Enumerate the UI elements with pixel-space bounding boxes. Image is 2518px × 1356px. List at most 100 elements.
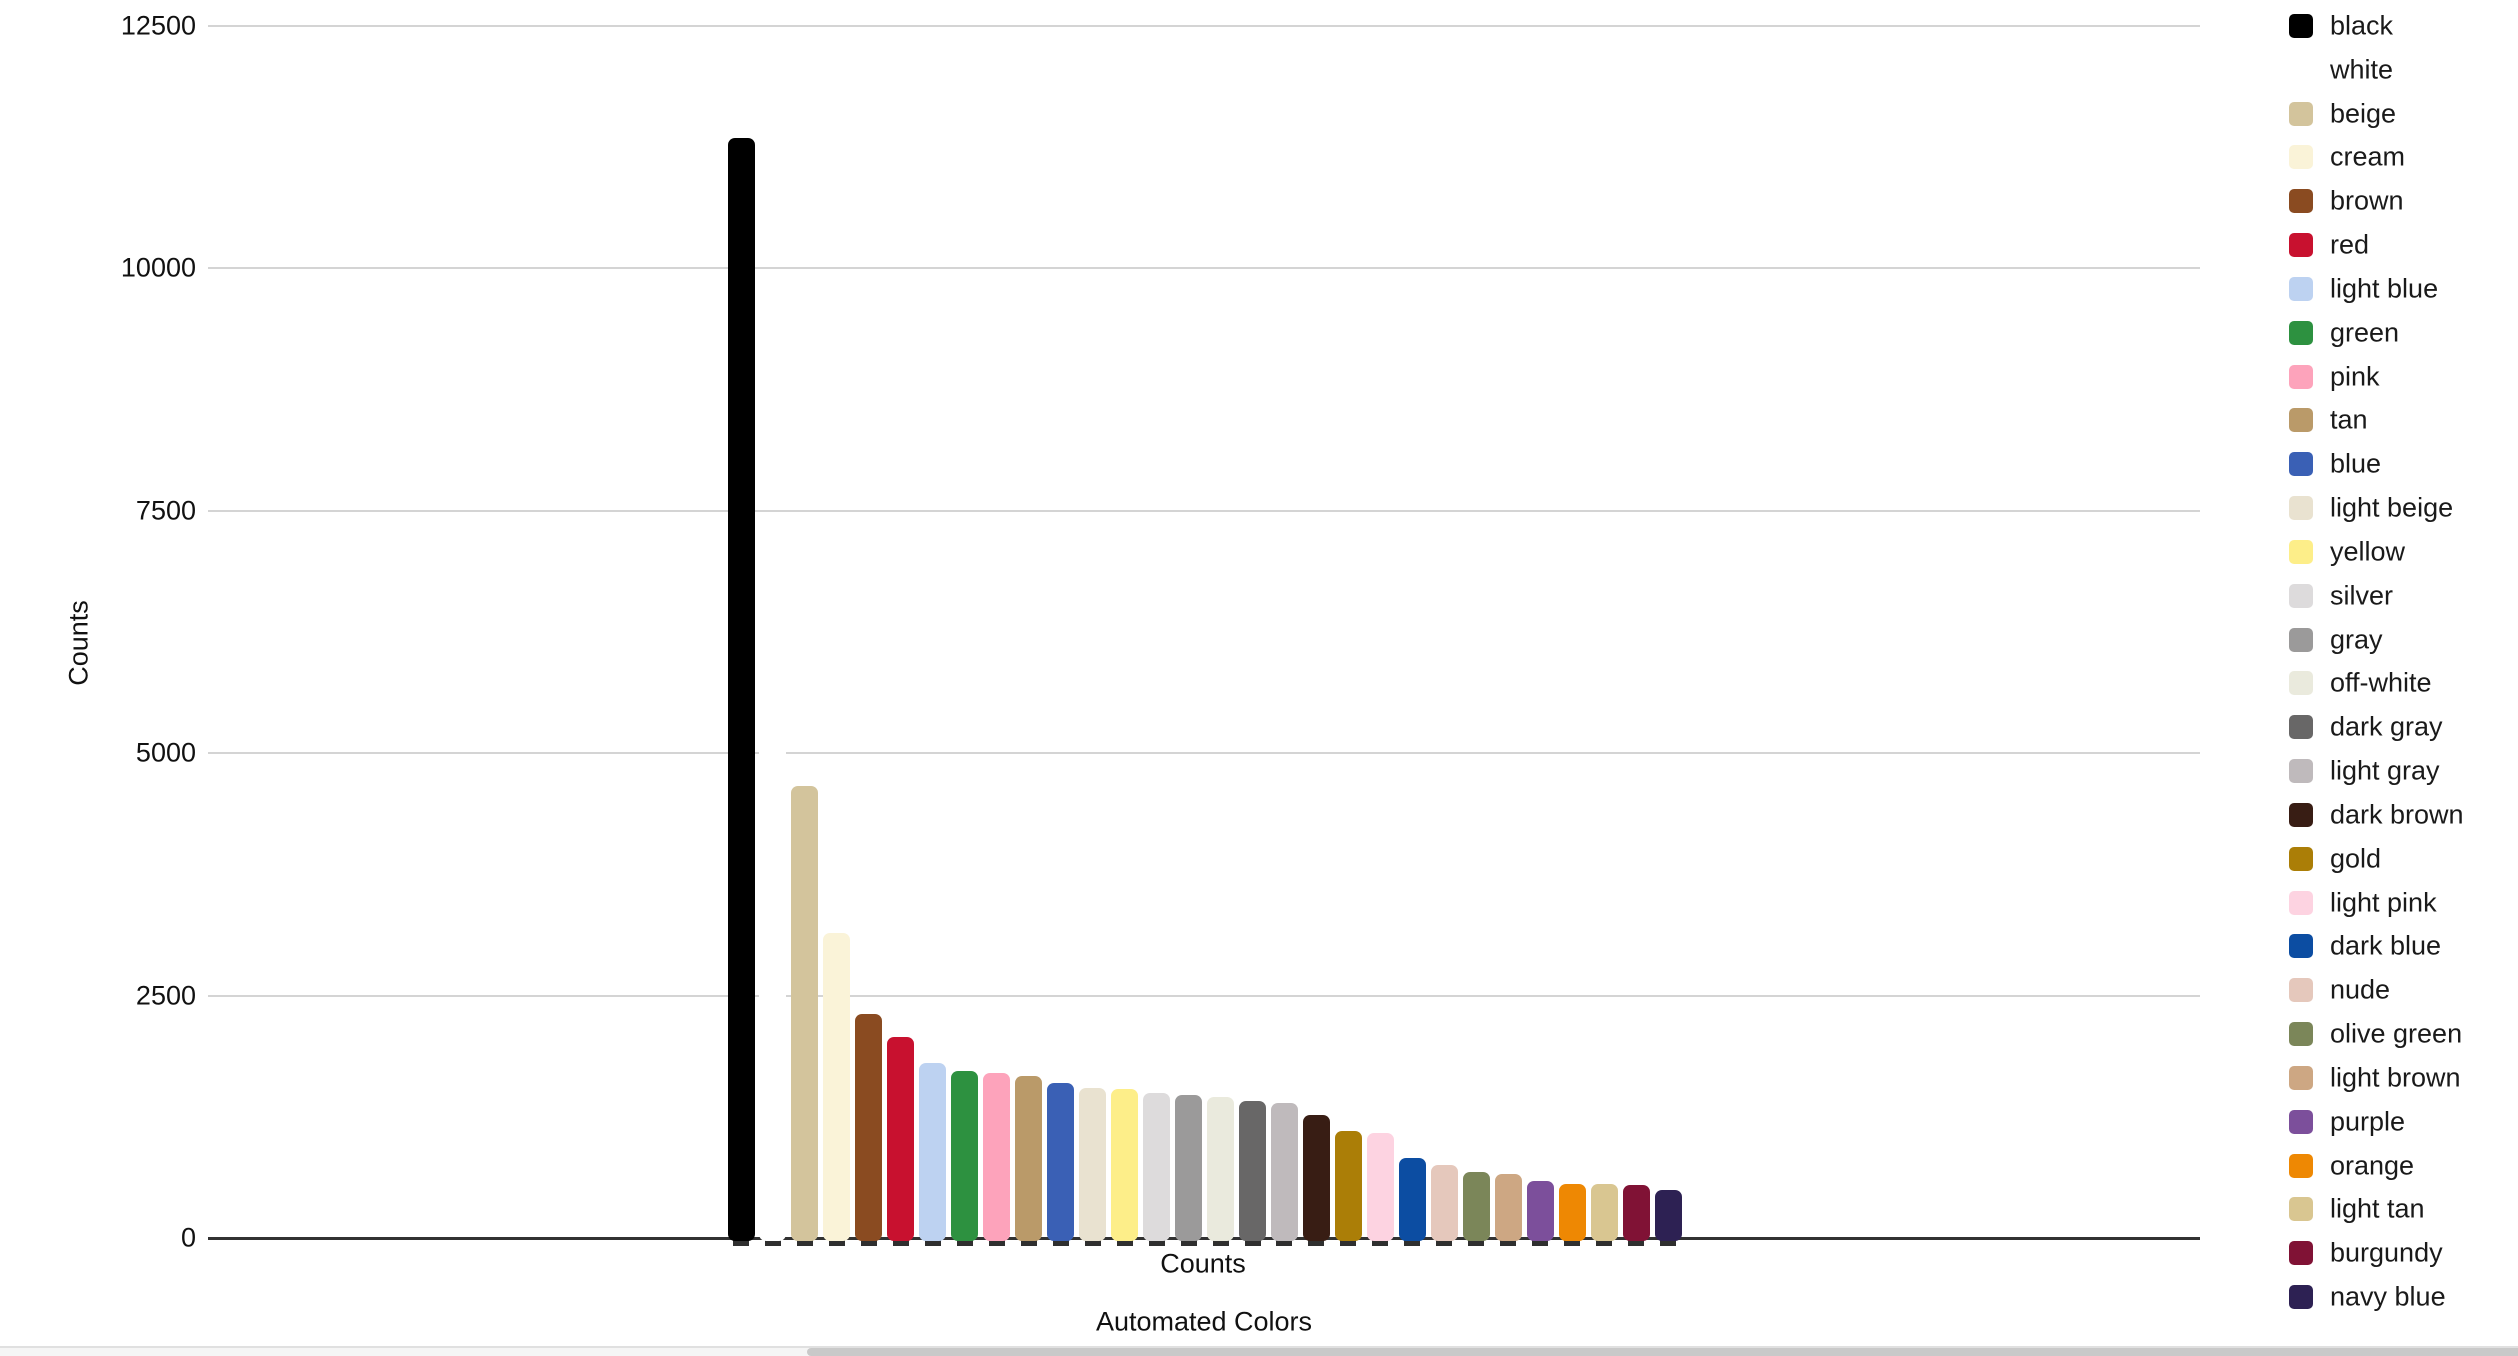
legend-label: light tan bbox=[2330, 1193, 2425, 1224]
bar-red[interactable] bbox=[887, 1036, 915, 1241]
legend-swatch-icon bbox=[2289, 978, 2313, 1003]
bar-off-white[interactable] bbox=[1207, 1096, 1235, 1241]
legend-label: cream bbox=[2330, 141, 2406, 172]
bar-dark-gray[interactable] bbox=[1239, 1100, 1267, 1241]
x-axis-title: Counts bbox=[1160, 1248, 1246, 1279]
bar-light-gray[interactable] bbox=[1270, 1103, 1298, 1241]
legend-swatch-icon bbox=[2289, 934, 2313, 959]
bar-blue[interactable] bbox=[1047, 1082, 1075, 1241]
bar-gray[interactable] bbox=[1175, 1094, 1203, 1241]
legend-swatch-icon bbox=[2289, 364, 2313, 389]
legend-swatch-icon bbox=[2289, 802, 2313, 827]
bar-dark-blue[interactable] bbox=[1398, 1157, 1426, 1241]
bar-cream[interactable] bbox=[823, 932, 851, 1241]
legend-swatch-icon bbox=[2289, 539, 2313, 564]
legend-label: orange bbox=[2330, 1150, 2415, 1181]
bar-gold[interactable] bbox=[1334, 1130, 1362, 1241]
gridline bbox=[208, 994, 2200, 997]
y-tick-label: 10000 bbox=[120, 252, 196, 283]
legend-swatch-icon bbox=[2289, 233, 2313, 258]
gridline bbox=[208, 752, 2200, 755]
legend-swatch-icon bbox=[2289, 496, 2313, 521]
bar-burgundy[interactable] bbox=[1622, 1184, 1650, 1241]
legend-label: light gray bbox=[2330, 755, 2440, 786]
legend-label: blue bbox=[2330, 448, 2382, 479]
bar-nude[interactable] bbox=[1430, 1165, 1458, 1241]
legend-swatch-icon bbox=[2289, 101, 2313, 126]
legend-swatch-icon bbox=[2289, 627, 2313, 652]
bar-dark-brown[interactable] bbox=[1302, 1114, 1330, 1241]
legend-label: dark blue bbox=[2330, 930, 2442, 961]
x-tick-mark bbox=[1020, 1240, 1037, 1246]
bar-olive-green[interactable] bbox=[1462, 1172, 1490, 1241]
bar-light-blue[interactable] bbox=[919, 1062, 947, 1241]
x-tick-mark bbox=[860, 1240, 877, 1246]
x-tick-mark bbox=[1404, 1240, 1421, 1246]
legend-swatch-icon bbox=[2289, 145, 2313, 170]
bar-navy-blue[interactable] bbox=[1654, 1189, 1682, 1241]
y-axis-title: Counts bbox=[63, 600, 94, 686]
y-tick-label: 2500 bbox=[135, 980, 196, 1011]
bar-white[interactable] bbox=[759, 695, 787, 1241]
bar-light-brown[interactable] bbox=[1494, 1173, 1522, 1241]
bar-purple[interactable] bbox=[1526, 1180, 1554, 1241]
horizontal-scrollbar-thumb[interactable] bbox=[807, 1348, 2518, 1356]
legend-label: tan bbox=[2330, 404, 2368, 435]
bar-orange[interactable] bbox=[1558, 1183, 1586, 1241]
gridline bbox=[208, 267, 2200, 270]
legend-swatch-icon bbox=[2289, 320, 2313, 345]
bar-black[interactable] bbox=[727, 137, 755, 1241]
legend-label: white bbox=[2330, 54, 2394, 85]
bar-light-beige[interactable] bbox=[1079, 1087, 1107, 1241]
bar-green[interactable] bbox=[951, 1070, 979, 1241]
legend-label: yellow bbox=[2330, 536, 2406, 567]
x-tick-mark bbox=[1340, 1240, 1357, 1246]
legend-label: nude bbox=[2330, 974, 2391, 1005]
x-tick-mark bbox=[1276, 1240, 1293, 1246]
bar-beige[interactable] bbox=[791, 786, 819, 1241]
legend-swatch-icon bbox=[2289, 890, 2313, 915]
bar-yellow[interactable] bbox=[1111, 1088, 1139, 1241]
legend-label: brown bbox=[2330, 185, 2404, 216]
x-axis-secondary-title: Automated Colors bbox=[1095, 1306, 1313, 1337]
legend-label: purple bbox=[2330, 1106, 2406, 1137]
legend-label: pink bbox=[2330, 361, 2380, 392]
bar-brown[interactable] bbox=[855, 1014, 883, 1241]
bar-light-pink[interactable] bbox=[1366, 1132, 1394, 1241]
x-tick-mark bbox=[1500, 1240, 1517, 1246]
x-tick-mark bbox=[1660, 1240, 1677, 1246]
legend-label: navy blue bbox=[2330, 1281, 2446, 1312]
x-tick-mark bbox=[733, 1240, 749, 1246]
legend-swatch-icon bbox=[2289, 1241, 2313, 1266]
legend-swatch-icon bbox=[2289, 759, 2313, 784]
x-tick-mark bbox=[1116, 1240, 1133, 1246]
bar-tan[interactable] bbox=[1015, 1076, 1043, 1241]
bar-silver[interactable] bbox=[1143, 1093, 1171, 1241]
x-tick-mark bbox=[1212, 1240, 1229, 1246]
x-tick-mark bbox=[1308, 1240, 1325, 1246]
legend-label: green bbox=[2330, 317, 2400, 348]
legend-label: dark brown bbox=[2330, 799, 2464, 830]
legend-swatch-icon bbox=[2289, 671, 2313, 696]
legend-swatch-icon bbox=[2289, 846, 2313, 871]
legend-label: olive green bbox=[2330, 1018, 2463, 1049]
legend-label: light pink bbox=[2330, 887, 2437, 918]
legend-swatch-icon bbox=[2289, 408, 2313, 433]
legend-swatch-icon bbox=[2289, 1022, 2313, 1047]
x-tick-mark bbox=[1628, 1240, 1645, 1246]
legend-swatch-icon bbox=[2289, 1065, 2313, 1090]
bar-pink[interactable] bbox=[983, 1073, 1011, 1241]
legend-swatch-icon bbox=[2289, 276, 2313, 301]
x-tick-mark bbox=[956, 1240, 973, 1246]
x-tick-mark bbox=[1532, 1240, 1549, 1246]
legend-label: gray bbox=[2330, 624, 2383, 655]
x-tick-mark bbox=[796, 1240, 813, 1246]
bar-light-tan[interactable] bbox=[1590, 1184, 1618, 1241]
legend-label: gold bbox=[2330, 843, 2382, 874]
legend-label: off-white bbox=[2330, 667, 2432, 698]
gridline bbox=[208, 509, 2200, 512]
y-tick-label: 7500 bbox=[135, 495, 196, 526]
x-tick-mark bbox=[1180, 1240, 1197, 1246]
x-tick-mark bbox=[1436, 1240, 1453, 1246]
